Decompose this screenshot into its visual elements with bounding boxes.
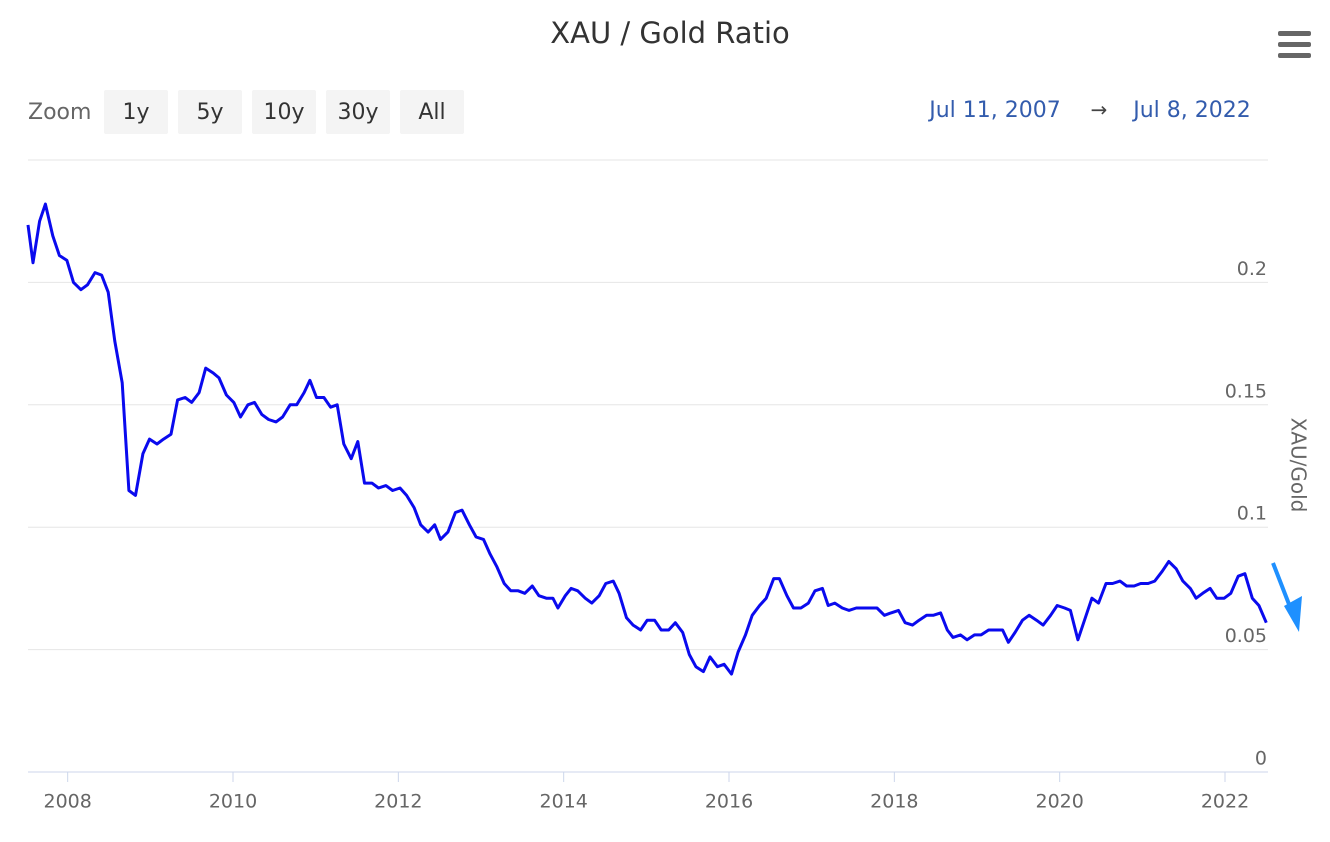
zoom-button[interactable] [400,90,464,134]
x-tick-label: 2010 [209,791,257,813]
menu-bar [1278,42,1311,47]
zoom-button[interactable] [326,90,390,134]
y-tick-label: 0 [1255,748,1267,770]
x-tick-label: 2008 [44,791,92,813]
menu-button[interactable] [1278,31,1311,58]
navigator-arrow[interactable] [1271,562,1302,632]
x-tick-label: 2016 [705,791,753,813]
zoom-button[interactable] [178,90,242,134]
zoom-button-label: 5y [196,100,223,125]
zoom-buttons: 1y 5y 10y 30y All [104,90,464,134]
x-tick-label: 2012 [374,791,422,813]
y-tick-label: 0.05 [1225,625,1267,647]
x-tick-label: 2018 [870,791,918,813]
zoom-button[interactable] [252,90,316,134]
menu-bar [1278,53,1311,58]
y-tick-label: 0.15 [1225,380,1267,402]
x-tick-label: 2022 [1201,791,1249,813]
zoom-label: Zoom [28,100,91,125]
zoom-button[interactable] [104,90,168,134]
y-tick-label: 0.2 [1237,258,1267,280]
arrow-head [1284,596,1302,632]
menu-bar [1278,31,1311,36]
y-axis-title: XAU/Gold [1287,418,1311,513]
x-tick-label: 2020 [1036,791,1084,813]
data-line [26,202,1268,676]
y-tick-label: 0.1 [1237,503,1267,525]
range-from[interactable]: Jul 11, 2007 [927,98,1061,123]
chart-title: XAU / Gold Ratio [550,16,790,50]
range-separator: → [1091,98,1108,122]
x-tick-label: 2014 [540,791,588,813]
zoom-button-label: 10y [263,100,304,125]
zoom-button-label: 1y [122,100,149,125]
zoom-button-label: All [418,100,445,125]
zoom-button-label: 30y [337,100,378,125]
range-to[interactable]: Jul 8, 2022 [1131,98,1251,123]
